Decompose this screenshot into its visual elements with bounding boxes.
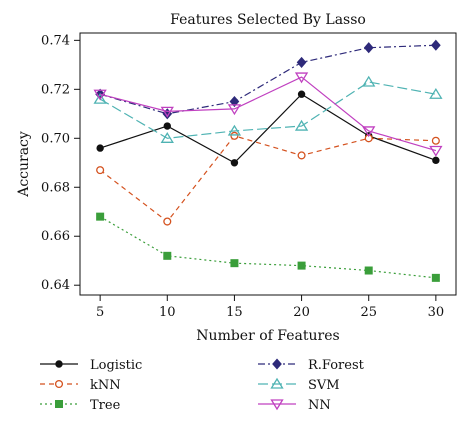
series-line-tree <box>99 216 436 279</box>
series-line-r-forest <box>99 44 436 115</box>
data-point-tree <box>96 212 105 221</box>
plot-frame <box>79 32 457 296</box>
legend-item-tree: Tree <box>40 398 121 413</box>
y-tick-label: 0.72 <box>41 82 70 97</box>
data-point-nn <box>429 145 443 157</box>
y-axis: 0.64 0.66 0.68 0.70 0.72 0.74 <box>41 33 80 293</box>
data-point-svm <box>160 132 174 143</box>
data-point-tree <box>431 273 440 282</box>
legend-marker <box>270 377 284 389</box>
series-knn <box>96 131 440 226</box>
x-tick-label: 20 <box>293 305 310 320</box>
data-point-knn <box>163 217 172 226</box>
data-point-svm <box>227 124 242 136</box>
data-point-tree <box>230 259 239 268</box>
data-point-knn <box>431 136 440 145</box>
data-point-svm <box>294 119 309 131</box>
data-point-knn <box>96 166 105 175</box>
series-line-svm <box>99 81 436 139</box>
legend-marker <box>270 399 284 411</box>
y-tick-label: 0.68 <box>41 180 70 195</box>
data-point-nn <box>93 89 107 101</box>
x-tick-label: 5 <box>96 305 104 320</box>
series-layer <box>93 39 443 282</box>
data-point-tree <box>297 261 306 270</box>
legend: Logistic R.Forest kNN SVM Tree NN <box>40 358 365 413</box>
series-line-nn <box>99 76 437 152</box>
x-tick-label: 15 <box>226 305 243 320</box>
data-point-logistic <box>297 90 306 98</box>
legend-marker <box>55 360 63 368</box>
data-point-svm <box>362 75 376 87</box>
legend-label: kNN <box>90 378 121 393</box>
data-point-r-forest <box>430 39 441 51</box>
data-point-knn <box>230 131 239 140</box>
legend-item-r-forest: R.Forest <box>258 358 365 373</box>
data-point-logistic <box>96 144 104 152</box>
data-point-knn <box>297 151 306 160</box>
legend-item-logistic: Logistic <box>40 358 142 373</box>
x-axis: 5 10 15 20 25 30 <box>96 295 444 320</box>
data-point-svm <box>93 92 107 104</box>
x-axis-label: Number of Features <box>196 328 339 344</box>
y-tick-label: 0.66 <box>41 229 70 244</box>
data-point-tree <box>163 251 172 260</box>
x-tick-label: 30 <box>428 305 445 320</box>
data-point-logistic <box>163 122 171 130</box>
y-tick-label: 0.74 <box>41 33 70 48</box>
series-nn <box>93 72 443 157</box>
legend-item-nn: NN <box>258 398 331 413</box>
x-tick-label: 10 <box>159 305 176 320</box>
data-point-nn <box>294 72 309 84</box>
legend-marker <box>55 400 63 408</box>
data-point-nn <box>227 104 242 116</box>
series-svm <box>93 75 443 143</box>
data-point-r-forest <box>229 96 240 108</box>
data-point-logistic <box>432 156 440 165</box>
y-tick-label: 0.70 <box>41 131 70 146</box>
legend-label: R.Forest <box>308 358 365 373</box>
data-point-r-forest <box>296 56 307 68</box>
legend-marker <box>54 379 64 389</box>
legend-label: Logistic <box>90 358 142 373</box>
legend-label: SVM <box>308 378 340 393</box>
legend-item-svm: SVM <box>258 377 340 393</box>
legend-item-knn: kNN <box>40 378 121 393</box>
data-point-r-forest <box>363 42 374 54</box>
data-point-svm <box>429 87 443 99</box>
y-tick-label: 0.64 <box>41 278 70 293</box>
y-axis-label: Accuracy <box>16 131 32 198</box>
legend-marker <box>272 358 282 370</box>
series-logistic <box>96 90 440 167</box>
legend-label: Tree <box>90 398 121 413</box>
series-line-logistic <box>99 93 437 164</box>
x-tick-label: 25 <box>360 305 377 320</box>
data-point-tree <box>364 266 373 275</box>
data-point-nn <box>160 106 174 118</box>
legend-label: NN <box>308 398 331 413</box>
data-point-nn <box>362 126 376 138</box>
series-tree <box>96 212 440 282</box>
data-point-logistic <box>230 159 239 167</box>
chart-title: Features Selected By Lasso <box>170 12 366 28</box>
series-line-knn <box>99 135 436 223</box>
